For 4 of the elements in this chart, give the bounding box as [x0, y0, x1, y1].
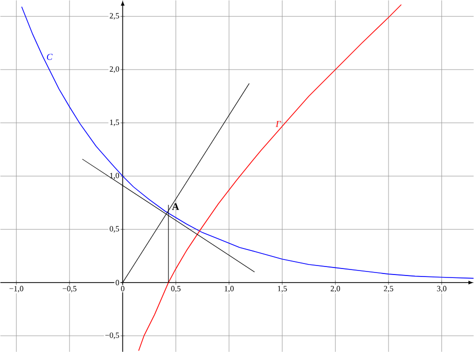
line-series	[138, 4, 402, 352]
series-label: Γ	[276, 120, 282, 127]
series-label: C	[46, 54, 52, 60]
annotation: A	[172, 203, 180, 210]
